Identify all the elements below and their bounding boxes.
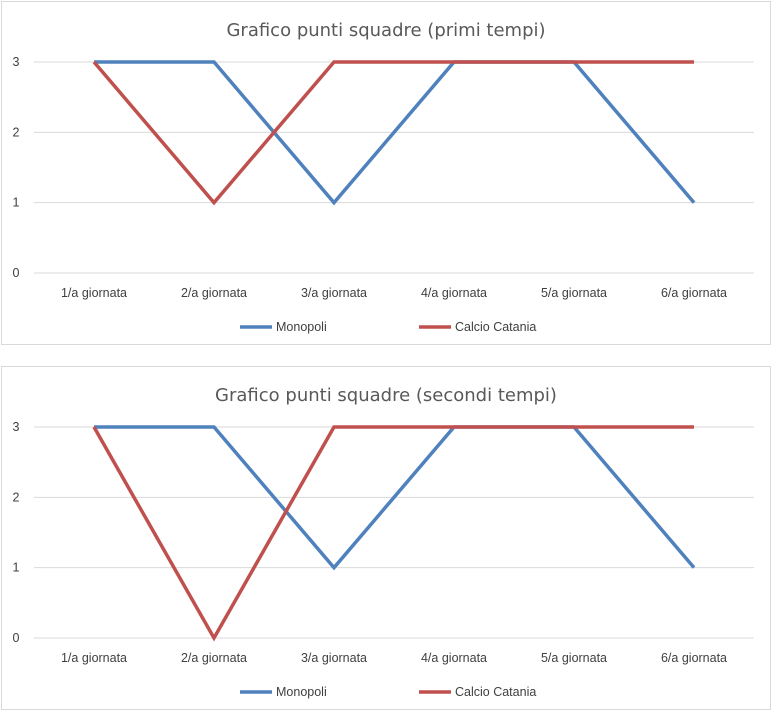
chart-svg: Grafico punti squadre (primi tempi) 0 1 2 3…	[13, 20, 754, 334]
legend-label: Monopoli	[276, 685, 327, 699]
y-gridlines	[34, 426, 754, 639]
y-tick-label: 2	[13, 125, 20, 139]
y-tick-label: 1	[13, 561, 20, 575]
x-tick-label: 4/a giornata	[421, 286, 487, 300]
legend: Monopoli Calcio Catania	[240, 685, 536, 699]
chart-panel-second-halves: Grafico punti squadre (secondi tempi) 0 1…	[1, 366, 771, 710]
x-tick-label: 2/a giornata	[181, 286, 247, 300]
y-tick-label: 0	[13, 266, 20, 280]
series-lines	[92, 60, 696, 206]
y-tick-labels: 0 1 2 3	[13, 55, 20, 280]
chart-title: Grafico punti squadre (primi tempi)	[226, 20, 545, 41]
x-tick-label: 6/a giornata	[661, 286, 727, 300]
series-line-calcio-catania	[92, 60, 694, 206]
x-tick-label: 5/a giornata	[541, 651, 607, 665]
x-tick-label: 3/a giornata	[301, 651, 367, 665]
legend: Monopoli Calcio Catania	[240, 320, 536, 334]
x-tick-label: 4/a giornata	[421, 651, 487, 665]
x-tick-label: 1/a giornata	[61, 651, 127, 665]
x-tick-label: 3/a giornata	[301, 286, 367, 300]
legend-label: Monopoli	[276, 320, 327, 334]
y-tick-label: 1	[13, 196, 20, 210]
y-tick-label: 3	[13, 55, 20, 69]
legend-label: Calcio Catania	[455, 320, 536, 334]
y-tick-label: 3	[13, 420, 20, 434]
y-tick-labels: 0 1 2 3	[13, 420, 20, 645]
x-tick-labels: 1/a giornata 2/a giornata 3/a giornata 4/a …	[61, 651, 727, 665]
chart-title: Grafico punti squadre (secondi tempi)	[215, 385, 557, 406]
x-tick-label: 6/a giornata	[661, 651, 727, 665]
x-tick-label: 1/a giornata	[61, 286, 127, 300]
y-tick-label: 0	[13, 631, 20, 645]
series-line-calcio-catania	[92, 425, 694, 642]
series-line-monopoli	[94, 60, 696, 206]
x-tick-labels: 1/a giornata 2/a giornata 3/a giornata 4/a …	[61, 286, 727, 300]
y-gridlines	[34, 61, 754, 274]
series-line-monopoli	[94, 425, 696, 571]
chart-panel-first-halves: Grafico punti squadre (primi tempi) 0 1 2 3…	[1, 1, 771, 345]
chart-svg: Grafico punti squadre (secondi tempi) 0 1…	[13, 385, 754, 699]
x-tick-label: 2/a giornata	[181, 651, 247, 665]
legend-label: Calcio Catania	[455, 685, 536, 699]
x-tick-label: 5/a giornata	[541, 286, 607, 300]
series-lines	[92, 425, 696, 642]
y-tick-label: 2	[13, 490, 20, 504]
